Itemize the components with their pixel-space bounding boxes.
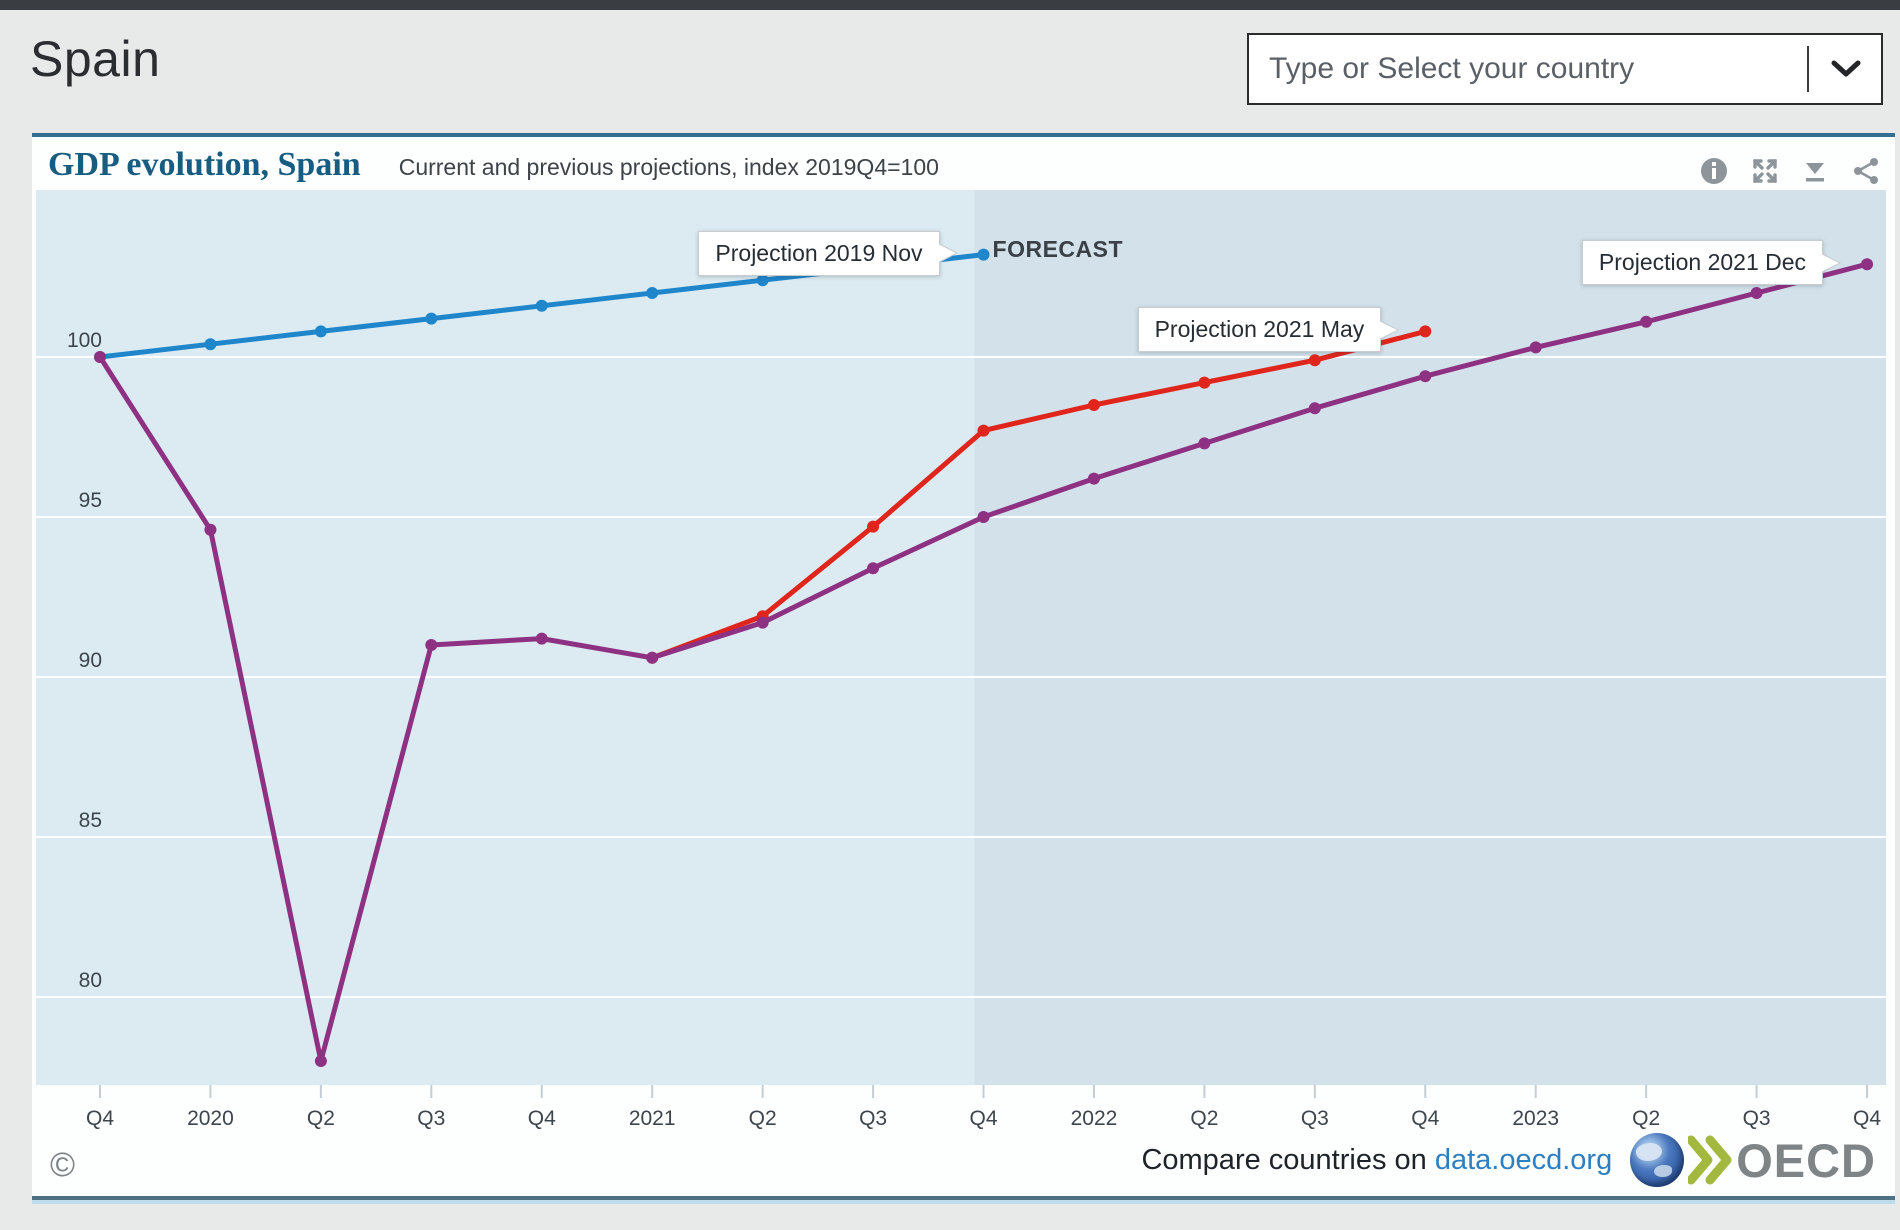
svg-text:Q4: Q4 xyxy=(528,1107,556,1130)
svg-text:Q2: Q2 xyxy=(1632,1107,1660,1130)
country-search-input[interactable] xyxy=(1249,52,1807,86)
share-icon[interactable] xyxy=(1852,156,1881,186)
chart-title: GDP evolution, Spain xyxy=(48,146,361,183)
svg-text:Q3: Q3 xyxy=(859,1107,887,1130)
download-icon[interactable] xyxy=(1801,156,1830,186)
country-selector[interactable] xyxy=(1247,33,1883,105)
compare-text: Compare countries on xyxy=(1141,1143,1427,1176)
tooltip-projection-2021-dec: Projection 2021 Dec xyxy=(1581,240,1842,286)
series-projection-2021-dec[interactable] xyxy=(94,258,1874,1067)
svg-text:Q4: Q4 xyxy=(970,1107,998,1130)
oecd-logo: OECD xyxy=(1630,1132,1876,1188)
info-icon[interactable] xyxy=(1700,156,1729,186)
y-axis-labels: 100 95 90 85 80 xyxy=(67,329,102,992)
browser-top-bar xyxy=(0,0,1900,10)
gridlines xyxy=(36,356,1886,998)
svg-text:Q4: Q4 xyxy=(1411,1107,1439,1130)
svg-text:80: 80 xyxy=(79,969,102,992)
oecd-wordmark: OECD xyxy=(1736,1133,1876,1187)
svg-text:2022: 2022 xyxy=(1071,1107,1118,1130)
svg-text:Q4: Q4 xyxy=(86,1107,114,1130)
svg-text:95: 95 xyxy=(79,489,102,512)
svg-text:Q3: Q3 xyxy=(1301,1107,1329,1130)
forecast-label: FORECAST xyxy=(992,236,1124,262)
chevron-down-icon[interactable] xyxy=(1831,60,1861,78)
svg-text:2021: 2021 xyxy=(629,1107,676,1130)
data-oecd-link[interactable]: data.oecd.org xyxy=(1434,1143,1613,1176)
x-axis-ticks xyxy=(99,1085,1869,1098)
globe-icon xyxy=(1630,1133,1685,1187)
card-underline xyxy=(32,1200,1895,1204)
selector-divider xyxy=(1807,46,1809,92)
tooltip-projection-2021-may: Projection 2021 May xyxy=(1137,307,1399,353)
chart-header: GDP evolution, Spain Current and previou… xyxy=(48,146,939,184)
chart-footer: Compare countries on data.oecd.org OECD xyxy=(0,1132,1886,1188)
svg-text:85: 85 xyxy=(79,809,102,832)
svg-text:Q2: Q2 xyxy=(749,1107,777,1130)
chart-subtitle: Current and previous projections, index … xyxy=(398,154,939,180)
svg-text:2023: 2023 xyxy=(1512,1107,1559,1130)
svg-text:2020: 2020 xyxy=(187,1107,234,1130)
compare-countries-text: Compare countries on data.oecd.org xyxy=(1141,1144,1612,1177)
svg-text:Q2: Q2 xyxy=(1190,1107,1218,1130)
svg-text:Q3: Q3 xyxy=(417,1107,445,1130)
page-title: Spain xyxy=(30,31,161,87)
fullscreen-icon[interactable] xyxy=(1751,156,1780,186)
svg-text:100: 100 xyxy=(67,329,102,352)
gdp-chart: 100 95 90 85 80 Q4 2020 Q2 Q3 Q4 2021 Q2 Q3 Q4 2022 Q2 Q… xyxy=(36,190,1886,1140)
chart-toolbar xyxy=(1700,156,1880,186)
x-axis-labels: Q4 2020 Q2 Q3 Q4 2021 Q2 Q3 Q4 2022 Q2 Q3 Q4 2023 Q2 Q3… xyxy=(86,1107,1881,1130)
svg-text:Q2: Q2 xyxy=(307,1107,335,1130)
tooltip-projection-2019-nov: Projection 2019 Nov xyxy=(698,230,958,276)
copyright-symbol: © xyxy=(50,1146,76,1184)
svg-text:Q3: Q3 xyxy=(1743,1107,1771,1130)
forecast-region xyxy=(974,190,1886,1085)
oecd-chevrons-icon xyxy=(1688,1135,1732,1185)
svg-text:Q4: Q4 xyxy=(1853,1107,1881,1130)
svg-text:90: 90 xyxy=(79,649,102,672)
